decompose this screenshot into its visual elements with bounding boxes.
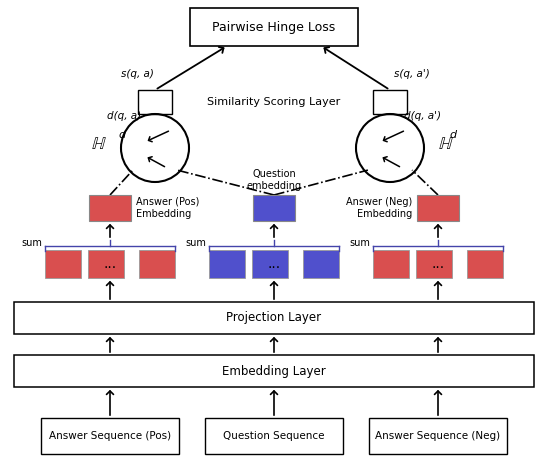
Text: $\mathbb{H}$: $\mathbb{H}$ [438,135,454,153]
Text: d(q, a): d(q, a) [107,111,141,121]
Text: Question Sequence: Question Sequence [223,431,325,441]
Text: Pairwise Hinge Loss: Pairwise Hinge Loss [213,21,335,34]
FancyBboxPatch shape [88,250,124,278]
FancyBboxPatch shape [209,250,245,278]
FancyBboxPatch shape [373,90,407,114]
Text: sum: sum [21,238,42,248]
Text: Similarity Scoring Layer: Similarity Scoring Layer [207,97,341,107]
Text: $d$: $d$ [118,128,127,140]
Text: $d$: $d$ [449,128,458,140]
Text: s(q, a): s(q, a) [121,69,153,79]
FancyBboxPatch shape [89,195,131,221]
Text: Answer (Neg)
Embedding: Answer (Neg) Embedding [346,197,412,219]
Text: sum: sum [185,238,206,248]
FancyBboxPatch shape [14,355,534,387]
Text: d(q, a'): d(q, a') [404,111,441,121]
Text: Answer Sequence (Pos): Answer Sequence (Pos) [49,431,171,441]
FancyBboxPatch shape [373,250,409,278]
FancyBboxPatch shape [205,418,343,454]
FancyBboxPatch shape [14,302,534,334]
FancyBboxPatch shape [417,195,459,221]
Text: Answer Sequence (Neg): Answer Sequence (Neg) [375,431,500,441]
FancyBboxPatch shape [253,195,295,221]
Text: ...: ... [431,257,444,271]
Text: ...: ... [267,257,281,271]
Text: Answer (Pos)
Embedding: Answer (Pos) Embedding [136,197,199,219]
FancyBboxPatch shape [139,250,175,278]
FancyBboxPatch shape [45,250,81,278]
FancyBboxPatch shape [41,418,179,454]
FancyBboxPatch shape [416,250,452,278]
Text: Projection Layer: Projection Layer [226,312,322,324]
FancyBboxPatch shape [303,250,339,278]
Text: Question
embedding: Question embedding [247,168,301,191]
Text: Embedding Layer: Embedding Layer [222,365,326,378]
Text: $\mathbb{H}$: $\mathbb{H}$ [91,135,107,153]
Text: ...: ... [104,257,117,271]
FancyBboxPatch shape [467,250,503,278]
FancyBboxPatch shape [138,90,172,114]
Text: s(q, a'): s(q, a') [394,69,430,79]
FancyBboxPatch shape [190,8,358,46]
FancyBboxPatch shape [369,418,507,454]
Text: sum: sum [349,238,370,248]
FancyBboxPatch shape [252,250,288,278]
